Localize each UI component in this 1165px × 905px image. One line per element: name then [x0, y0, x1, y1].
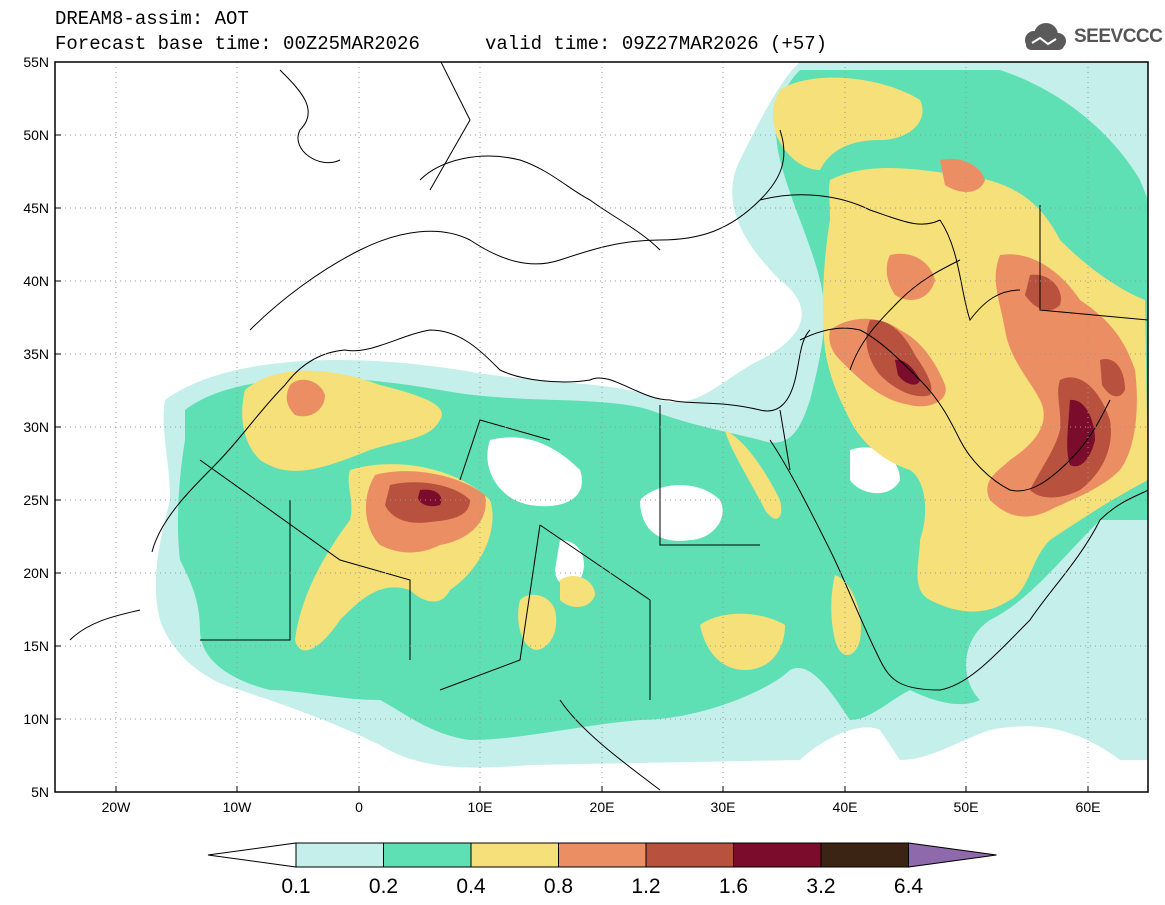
colorbar-box — [820, 842, 909, 868]
lat-label: 30N — [23, 419, 49, 435]
lon-label: 20E — [590, 799, 615, 815]
colorbar-box — [470, 842, 559, 868]
lat-label: 20N — [23, 565, 49, 581]
colorbar-box — [383, 842, 472, 868]
lon-label: 60E — [1076, 799, 1101, 815]
coastlines — [69, 62, 1148, 791]
latitude-labels: 55N 50N 45N 40N 35N 30N 25N 20N 15N 10N … — [23, 54, 49, 800]
colorbar-label: 0.8 — [544, 875, 573, 898]
lat-label: 5N — [31, 784, 49, 800]
lat-label: 45N — [23, 200, 49, 216]
colorbar-box — [733, 842, 822, 868]
lon-label: 50E — [954, 799, 979, 815]
colorbar-label: 1.6 — [719, 875, 748, 898]
lon-label: 10W — [223, 799, 253, 815]
colorbar-label: 1.2 — [631, 875, 660, 898]
colorbar-label: 0.4 — [456, 875, 486, 898]
valid-time: valid time: 09Z27MAR2026 (+57) — [485, 33, 828, 55]
lat-label: 25N — [23, 492, 49, 508]
lon-label: 20W — [102, 799, 132, 815]
lon-label: 0 — [355, 799, 363, 815]
lat-label: 40N — [23, 273, 49, 289]
colorbar-label: 3.2 — [806, 875, 835, 898]
colorbar-box — [645, 842, 734, 868]
lat-label: 35N — [23, 346, 49, 362]
lat-label: 10N — [23, 711, 49, 727]
colorbar-high-arrow — [908, 842, 997, 868]
colorbar-label: 0.1 — [281, 875, 310, 898]
lon-label: 30E — [711, 799, 736, 815]
map-title: DREAM8-assim: AOT — [55, 8, 249, 30]
colorbar-box — [558, 842, 647, 868]
longitude-labels: 20W 10W 0 10E 20E 30E 40E 50E 60E — [102, 799, 1101, 815]
cloud-icon — [1025, 23, 1066, 50]
colorbar-label: 0.2 — [369, 875, 398, 898]
lon-label: 10E — [468, 799, 493, 815]
forecast-base-time: Forecast base time: 00Z25MAR2026 — [55, 33, 420, 55]
colorbar-box — [295, 842, 384, 868]
lat-label: 55N — [23, 54, 49, 70]
lat-label: 15N — [23, 638, 49, 654]
axis-ticks — [55, 61, 1089, 793]
lon-label: 40E — [833, 799, 858, 815]
lat-label: 50N — [23, 127, 49, 143]
logo-text: SEEVCCC — [1074, 26, 1163, 47]
seevccc-logo — [1025, 23, 1066, 50]
colorbar-label: 6.4 — [894, 875, 924, 898]
colorbar-boxes — [207, 842, 997, 868]
colorbar-low-arrow — [207, 842, 297, 868]
graticule — [55, 62, 1148, 792]
colorbar-labels: 0.1 0.2 0.4 0.8 1.2 1.6 3.2 6.4 — [281, 875, 923, 898]
